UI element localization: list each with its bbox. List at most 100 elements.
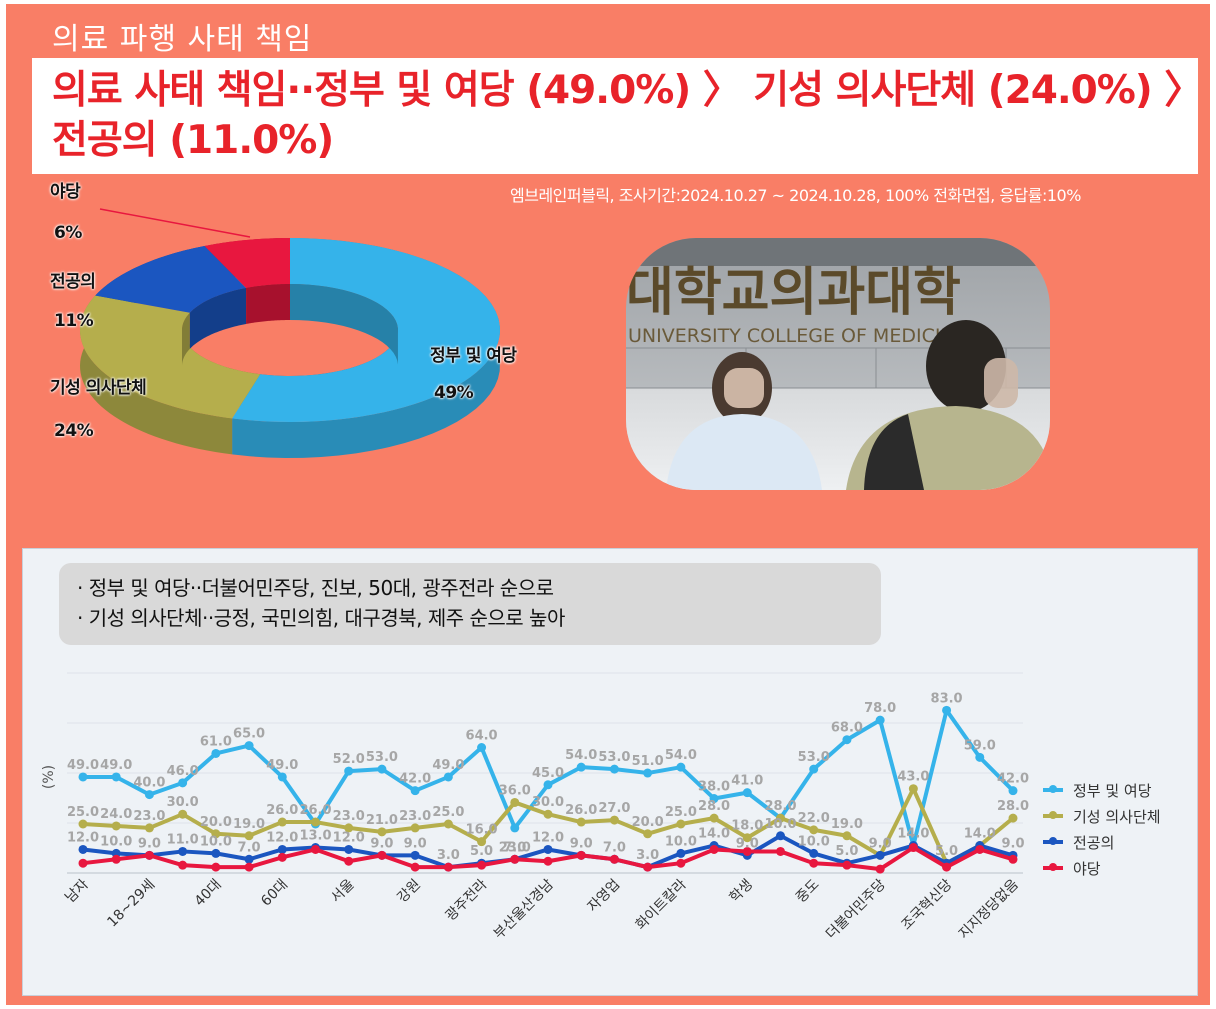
data-label: 26.0 <box>266 803 298 818</box>
donut-category-label-doctors: 기성 의사단체 <box>50 378 147 398</box>
data-label: 23.0 <box>499 840 531 855</box>
data-point <box>244 831 254 841</box>
data-label: 9.0 <box>1001 836 1024 851</box>
data-point <box>742 833 752 843</box>
data-point <box>676 858 686 868</box>
data-label: 10.0 <box>665 834 697 849</box>
donut-hole-wall <box>189 287 247 349</box>
summary-notes: · 정부 및 여당··더불어민주당, 진보, 50대, 광주전라 순으로 · 기… <box>59 563 881 645</box>
donut-slice <box>80 295 261 419</box>
data-label: 28.0 <box>997 799 1029 814</box>
data-label: 5.0 <box>935 844 958 859</box>
data-point <box>144 823 154 833</box>
data-label: 7.0 <box>238 840 261 855</box>
data-point <box>410 862 420 872</box>
data-label: 10.0 <box>764 817 796 832</box>
data-label: 54.0 <box>565 748 597 763</box>
data-label: 51.0 <box>632 754 664 769</box>
data-label: 42.0 <box>997 772 1029 787</box>
data-point <box>477 837 487 847</box>
data-point <box>643 768 653 778</box>
headline-box: 의료 사태 책임··정부 및 여당 (49.0%) 〉 기성 의사단체 (24.… <box>32 58 1203 174</box>
data-point <box>344 856 354 866</box>
x-tick-label: 조국혁신당 <box>899 876 956 933</box>
data-point <box>609 815 619 825</box>
data-point <box>1008 786 1018 796</box>
data-point <box>178 778 188 788</box>
data-label: 19.0 <box>831 817 863 832</box>
data-label: 53.0 <box>598 750 630 765</box>
headline-line-1: 의료 사태 책임··정부 및 여당 (49.0%) 〉 기성 의사단체 (24.… <box>52 68 1203 113</box>
data-label: 64.0 <box>466 729 498 744</box>
data-label: 65.0 <box>233 727 265 742</box>
data-label: 26.0 <box>299 803 331 818</box>
photo-illustration: 대학교의과대학 UNIVERSITY COLLEGE OF MEDICINE <box>626 238 1050 490</box>
data-label: 23.0 <box>399 809 431 824</box>
data-point <box>178 860 188 870</box>
data-point <box>377 827 387 837</box>
donut-value-label-opposition: 6% <box>54 223 82 243</box>
data-label: 68.0 <box>831 721 863 736</box>
data-point <box>942 862 952 872</box>
data-point <box>776 813 785 823</box>
data-point <box>244 854 254 864</box>
data-point <box>144 850 154 860</box>
donut-slice <box>204 238 290 288</box>
x-tick-label: 지지정당없음 <box>956 876 1022 942</box>
donut-outer-wall <box>80 295 233 455</box>
legend-label-residents: 전공의 <box>1073 833 1115 852</box>
data-label: 10.0 <box>200 834 232 849</box>
data-label: 23.0 <box>133 809 165 824</box>
data-point <box>510 797 520 807</box>
data-point <box>477 860 487 870</box>
data-point <box>543 856 553 866</box>
data-point <box>875 864 885 874</box>
data-label: 78.0 <box>864 701 896 716</box>
data-point <box>111 821 121 831</box>
data-label: 27.0 <box>598 801 630 816</box>
data-label: 45.0 <box>532 766 564 781</box>
x-tick-label: 중도 <box>793 876 823 906</box>
data-label: 7.0 <box>503 840 526 855</box>
legend-label-opposition: 야당 <box>1073 859 1101 878</box>
data-point <box>875 850 885 860</box>
data-point <box>277 772 287 782</box>
legend-swatch-residents <box>1043 837 1063 845</box>
x-tick-label: 학생 <box>727 877 757 907</box>
data-label: 49.0 <box>432 758 464 773</box>
data-point <box>443 819 453 829</box>
donut-hole-wall <box>246 284 290 324</box>
data-point <box>875 715 885 725</box>
donut-value-label-residents: 11% <box>54 311 94 331</box>
data-label: 14.0 <box>698 827 730 842</box>
data-point <box>709 794 719 804</box>
legend-swatch-opposition <box>1043 863 1063 871</box>
data-label: 9.0 <box>869 836 892 851</box>
donut-value-label-doctors: 24% <box>54 421 94 441</box>
data-point <box>111 854 121 864</box>
data-label: 12.0 <box>266 830 298 845</box>
data-label: 5.0 <box>835 844 858 859</box>
data-label: 49.0 <box>100 758 132 773</box>
data-point <box>543 780 553 790</box>
headline-line-2: 전공의 (11.0%) <box>52 118 334 163</box>
data-label: 9.0 <box>404 836 427 851</box>
data-point <box>942 705 952 715</box>
header-tag: 의료 파행 사태 책임 <box>52 22 313 57</box>
data-point <box>975 844 985 854</box>
data-label: 22.0 <box>798 811 830 826</box>
data-point <box>543 844 553 854</box>
data-point <box>211 848 221 858</box>
data-label: 59.0 <box>964 738 996 753</box>
data-point <box>344 766 354 776</box>
data-point <box>211 862 221 872</box>
data-label: 9.0 <box>370 836 393 851</box>
donut-category-label-gov: 정부 및 여당 <box>430 346 517 366</box>
data-point <box>643 862 653 872</box>
legend-item-gov: 정부 및 여당 <box>1043 777 1161 803</box>
survey-source: 엠브레인퍼블릭, 조사기간:2024.10.27 ~ 2024.10.28, 1… <box>510 186 1081 205</box>
x-tick-label: 40대 <box>192 877 225 910</box>
data-point <box>144 790 154 800</box>
summary-note-2: · 기성 의사단체··긍정, 국민의힘, 대구경북, 제주 순으로 높아 <box>77 606 565 630</box>
data-point <box>576 850 586 860</box>
